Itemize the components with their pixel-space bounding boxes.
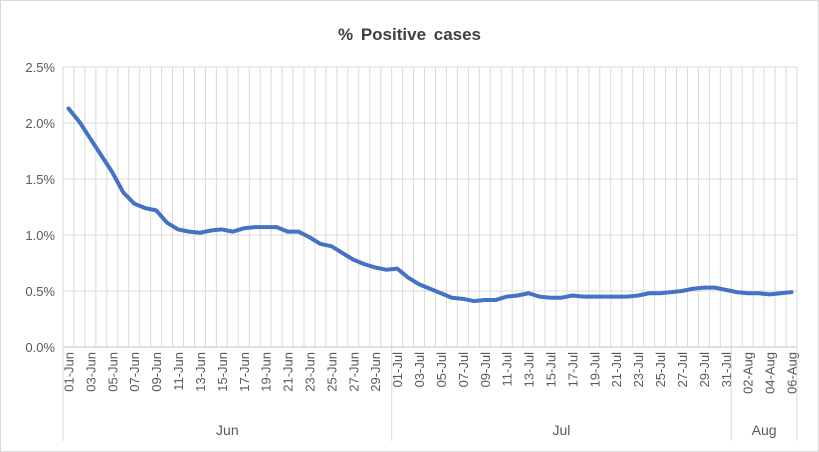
x-tick-label: 19-Jul	[587, 352, 602, 388]
y-tick-label: 2.0%	[25, 116, 55, 131]
x-tick-label: 05-Jul	[434, 352, 449, 388]
x-tick-label: 17-Jul	[565, 352, 580, 388]
x-tick-label: 01-Jun	[61, 352, 76, 392]
y-tick-label: 0.5%	[25, 284, 55, 299]
x-tick-label: 15-Jul	[544, 352, 559, 388]
x-tick-label: 29-Jun	[368, 352, 383, 392]
x-tick-label: 25-Jul	[653, 352, 668, 388]
x-tick-label: 06-Aug	[785, 352, 800, 394]
series-group	[66, 106, 794, 304]
vertical-gridlines	[73, 67, 798, 347]
x-tick-label: 04-Aug	[763, 352, 778, 394]
x-tick-label: 03-Jul	[412, 352, 427, 388]
y-tick-label: 2.5%	[25, 60, 55, 75]
axes	[62, 67, 797, 348]
x-tick-label: 25-Jun	[324, 352, 339, 392]
x-tick-label: 13-Jul	[522, 352, 537, 388]
y-axis-tick-labels: 0.0% 0.5% 1.0% 1.5% 2.0% 2.5%	[25, 60, 55, 355]
x-tick-label: 21-Jun	[281, 352, 296, 392]
x-tick-label: 07-Jun	[127, 352, 142, 392]
x-tick-label: 09-Jul	[478, 352, 493, 388]
x-tick-label: 11-Jun	[171, 352, 186, 391]
x-tick-label: 13-Jun	[193, 352, 208, 392]
y-tick-label: 1.5%	[25, 172, 55, 187]
x-tick-label: 27-Jul	[675, 352, 690, 388]
x-tick-label: 01-Jul	[390, 352, 405, 388]
month-label: Jul	[553, 422, 571, 438]
month-label: Aug	[752, 422, 777, 438]
x-axis-tick-labels: 01-Jun 03-Jun 05-Jun 07-Jun 09-Jun 11-Jun 13-J…	[61, 352, 799, 394]
x-tick-label: 17-Jun	[237, 352, 252, 392]
y-tick-label: 1.0%	[25, 228, 55, 243]
x-tick-label: 31-Jul	[719, 352, 734, 388]
x-tick-label: 05-Jun	[105, 352, 120, 392]
x-tick-label: 07-Jul	[456, 352, 471, 388]
x-axis-month-group-labels: Jun Jul Aug	[62, 347, 798, 441]
horizontal-gridlines	[63, 66, 797, 292]
x-tick-label: 23-Jun	[302, 352, 317, 392]
x-tick-label: 15-Jun	[215, 352, 230, 392]
x-tick-label: 29-Jul	[697, 352, 712, 388]
x-tick-label: 11-Jul	[500, 352, 515, 387]
x-tick-label: 19-Jun	[259, 352, 274, 392]
x-tick-label: 09-Jun	[149, 352, 164, 392]
x-tick-label: 21-Jul	[609, 352, 624, 388]
month-label: Jun	[216, 422, 239, 438]
x-tick-label: 27-Jun	[346, 352, 361, 392]
x-tick-label: 02-Aug	[741, 352, 756, 394]
x-tick-label: 23-Jul	[631, 352, 646, 388]
series-line	[66, 106, 794, 304]
x-tick-label: 03-Jun	[83, 352, 98, 392]
chart-title: % Positive cases	[337, 25, 482, 44]
y-tick-label: 0.0%	[25, 340, 55, 355]
